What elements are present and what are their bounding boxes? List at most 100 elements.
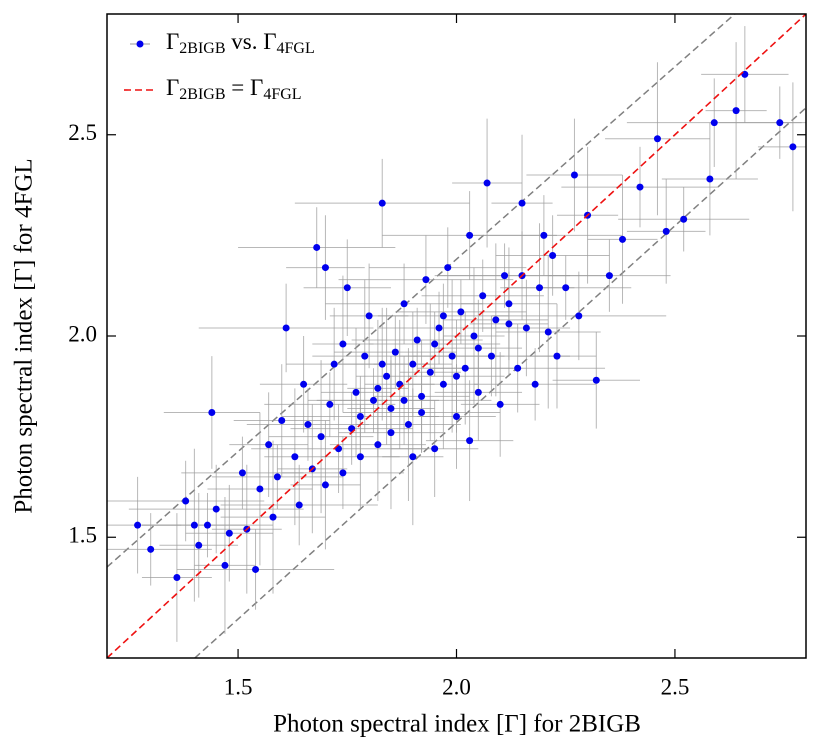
point: [496, 400, 504, 408]
point: [453, 413, 460, 420]
point: [339, 340, 347, 348]
point: [531, 380, 539, 388]
point: [575, 312, 583, 320]
point: [562, 284, 570, 292]
point: [732, 107, 740, 115]
point: [321, 264, 329, 272]
y-tick-label: 2.5: [68, 120, 97, 145]
point: [195, 541, 203, 549]
point: [356, 453, 364, 461]
point: [278, 417, 286, 425]
point: [365, 312, 373, 320]
point: [413, 336, 421, 344]
point: [776, 119, 784, 127]
point: [378, 360, 386, 368]
identity-line: [107, 14, 806, 658]
point: [208, 408, 216, 416]
point: [238, 469, 246, 477]
point: [439, 312, 447, 320]
point: [300, 380, 308, 388]
point: [501, 272, 509, 280]
point: [343, 284, 351, 292]
point: [457, 308, 465, 316]
point: [383, 372, 391, 380]
point: [470, 332, 478, 340]
point: [570, 171, 578, 179]
point: [636, 183, 644, 191]
point: [256, 485, 264, 493]
point: [317, 433, 325, 441]
point: [431, 445, 439, 453]
point: [439, 380, 447, 388]
point: [789, 143, 797, 151]
point: [190, 521, 198, 529]
point: [252, 565, 260, 573]
y-axis-label: Photon spectral index [Γ] for 4FGL: [11, 158, 38, 513]
x-axis-label: Photon spectral index [Γ] for 2BIGB: [273, 711, 641, 738]
point: [553, 352, 561, 360]
point: [466, 437, 474, 445]
point: [540, 231, 548, 239]
point: [356, 413, 364, 420]
point: [273, 473, 281, 481]
point: [605, 272, 613, 280]
point: [536, 284, 544, 292]
point: [680, 215, 688, 223]
point: [431, 340, 439, 348]
point: [295, 501, 303, 509]
point: [409, 360, 417, 368]
point: [422, 276, 430, 284]
point: [505, 300, 513, 308]
point: [653, 135, 661, 143]
point: [269, 513, 277, 521]
x-tick-label: 1.5: [224, 674, 253, 699]
legend-label: Γ2BIGB​ vs. Γ4FGL​: [166, 29, 315, 56]
point: [592, 376, 600, 384]
point: [710, 119, 718, 127]
point: [426, 368, 434, 376]
reference-line: [107, 14, 736, 568]
point: [418, 408, 426, 416]
point: [282, 324, 290, 332]
point: [444, 264, 452, 272]
point: [461, 364, 469, 372]
point: [474, 388, 482, 396]
y-tick-label: 1.5: [68, 523, 97, 548]
point: [321, 481, 329, 489]
y-tick-label: 2.0: [68, 321, 97, 346]
point: [391, 348, 399, 356]
point: [706, 175, 714, 183]
point: [549, 252, 557, 259]
point: [225, 529, 233, 537]
point: [361, 352, 369, 360]
point: [404, 421, 412, 429]
point: [418, 392, 426, 400]
point: [182, 497, 190, 505]
point: [492, 316, 500, 324]
point: [544, 328, 552, 336]
x-tick-label: 2.5: [661, 674, 690, 699]
point: [400, 396, 408, 404]
point: [387, 404, 395, 412]
legend-marker: [136, 40, 144, 48]
point: [466, 231, 474, 239]
point: [369, 396, 377, 404]
point: [378, 199, 386, 207]
point: [330, 360, 338, 368]
point: [339, 469, 347, 477]
point: [134, 521, 142, 529]
point: [221, 561, 229, 569]
point: [518, 199, 526, 207]
point: [505, 320, 513, 328]
point: [474, 344, 482, 352]
plot-frame: [106, 13, 807, 659]
point: [326, 400, 334, 408]
point: [619, 235, 627, 243]
point: [352, 388, 360, 396]
point: [304, 421, 312, 429]
point: [374, 441, 382, 449]
point: [435, 324, 443, 332]
legend-label: Γ2BIGB​ = Γ4FGL​: [166, 75, 302, 102]
point: [483, 179, 491, 187]
